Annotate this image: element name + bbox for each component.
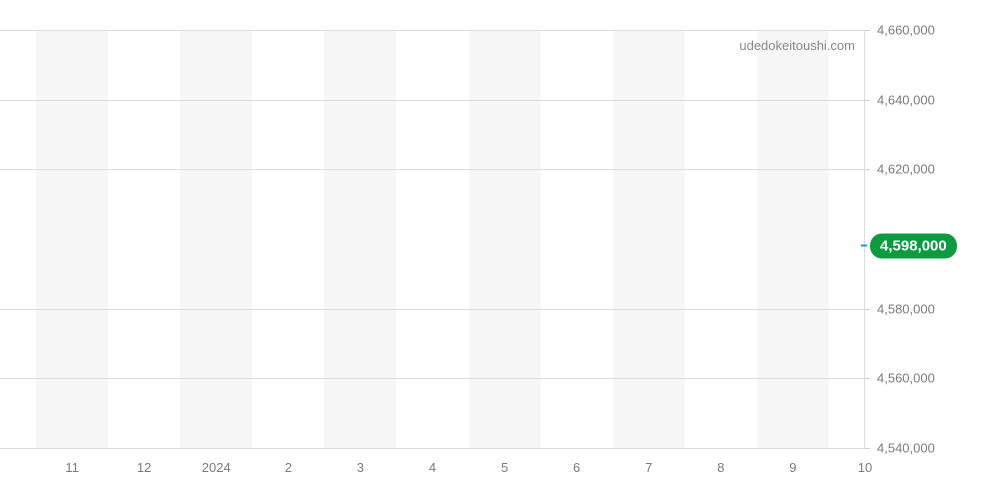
chart-stripe xyxy=(36,30,108,448)
gridline-horizontal xyxy=(0,309,865,310)
x-tick-label: 7 xyxy=(645,460,652,475)
gridline-horizontal xyxy=(0,30,865,31)
y-tick-mark xyxy=(865,309,870,310)
price-dash-icon xyxy=(861,245,867,247)
gridline-horizontal xyxy=(0,448,865,449)
x-tick-label: 2024 xyxy=(202,460,231,475)
y-tick-label: 4,640,000 xyxy=(877,92,935,107)
current-price-badge: 4,598,000 xyxy=(861,233,957,258)
chart-stripe xyxy=(180,30,252,448)
x-tick-label: 12 xyxy=(137,460,151,475)
x-tick-label: 3 xyxy=(357,460,364,475)
y-tick-label: 4,580,000 xyxy=(877,301,935,316)
y-tick-label: 4,620,000 xyxy=(877,162,935,177)
price-chart: udedokeitoushi.com 4,540,000 4,560,000 4,5… xyxy=(0,0,1000,500)
x-tick-label: 5 xyxy=(501,460,508,475)
chart-stripe xyxy=(324,30,396,448)
current-price-label: 4,598,000 xyxy=(870,233,957,258)
x-tick-label: 9 xyxy=(789,460,796,475)
y-tick-label: 4,560,000 xyxy=(877,371,935,386)
chart-stripe xyxy=(469,30,541,448)
x-tick-label: 2 xyxy=(285,460,292,475)
y-tick-label: 4,540,000 xyxy=(877,441,935,456)
y-tick-mark xyxy=(865,100,870,101)
plot-area: udedokeitoushi.com xyxy=(0,30,865,448)
y-tick-label: 4,660,000 xyxy=(877,23,935,38)
gridline-horizontal xyxy=(0,378,865,379)
watermark-text: udedokeitoushi.com xyxy=(739,38,855,53)
chart-stripe xyxy=(613,30,685,448)
x-tick-label: 11 xyxy=(65,460,79,475)
x-tick-label: 4 xyxy=(429,460,436,475)
chart-stripe xyxy=(757,30,829,448)
x-tick-label: 6 xyxy=(573,460,580,475)
gridline-horizontal xyxy=(0,169,865,170)
y-tick-mark xyxy=(865,30,870,31)
x-tick-label: 10 xyxy=(858,460,872,475)
y-tick-mark xyxy=(865,378,870,379)
x-tick-label: 8 xyxy=(717,460,724,475)
y-tick-mark xyxy=(865,169,870,170)
y-tick-mark xyxy=(865,448,870,449)
gridline-horizontal xyxy=(0,100,865,101)
